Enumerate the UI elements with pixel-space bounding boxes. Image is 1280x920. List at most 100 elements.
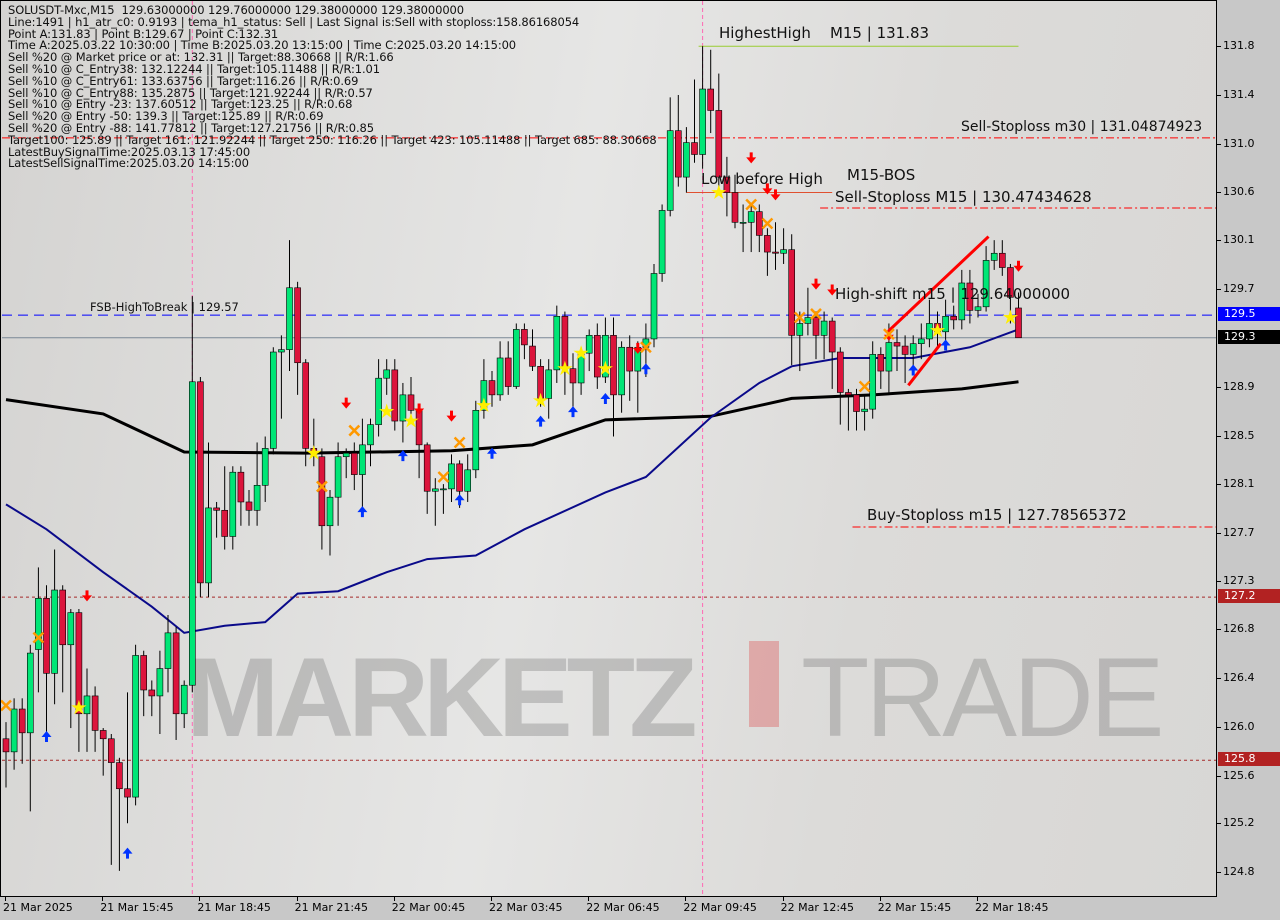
candle — [626, 335, 634, 401]
star-signal-icon — [532, 392, 549, 408]
info-line: LatestSellSignalTime:2025.03.20 14:15:00 — [8, 156, 249, 171]
candle-body — [512, 329, 520, 387]
price-tick-mark — [1217, 580, 1221, 582]
candle — [739, 204, 747, 253]
candle-body — [877, 354, 885, 372]
candle — [618, 341, 625, 413]
sell-arrow-icon — [746, 152, 757, 164]
candle — [10, 698, 18, 770]
time-tick-mark — [977, 897, 978, 901]
sell-arrow-icon — [762, 183, 773, 195]
candle-body — [804, 317, 812, 324]
candle-body — [674, 130, 682, 178]
candle — [180, 680, 188, 729]
candle-body — [853, 394, 860, 412]
info-line: Point A:131.83 | Point B:129.67 | Point … — [8, 26, 279, 41]
candle-body — [780, 249, 787, 254]
candle — [674, 94, 682, 187]
time-axis[interactable]: 21 Mar 2025 21 Mar 15:45 21 Mar 18:45 21 Ma… — [0, 897, 1217, 920]
candle-body — [261, 448, 269, 486]
candle-body — [1015, 307, 1022, 339]
candle — [172, 626, 180, 740]
fsb-high-label: FSB-HighToBreak | 129.57 — [90, 300, 239, 314]
time-tick-mark — [296, 897, 298, 901]
price-tick-mark — [1217, 629, 1221, 631]
candle — [942, 299, 949, 342]
price-tick-mark — [1217, 678, 1221, 680]
candle — [772, 222, 779, 270]
sell-arrow-icon — [827, 284, 838, 296]
candle — [189, 296, 196, 693]
candle — [197, 377, 204, 598]
candle-body — [294, 287, 301, 364]
price-tick-mark — [1217, 95, 1221, 97]
candle-body — [812, 317, 820, 336]
candle — [83, 668, 91, 752]
candle-body — [496, 357, 504, 396]
price-tick-label: 127.7 — [1223, 526, 1255, 540]
star-signal-icon — [573, 345, 589, 360]
wedge-line — [887, 235, 990, 332]
candle-body — [18, 708, 26, 734]
candle — [440, 484, 447, 514]
candle-body — [172, 632, 180, 715]
price-badge: 125.8 — [1218, 752, 1280, 767]
candle-body — [456, 463, 463, 492]
price-tick-mark — [1217, 289, 1221, 291]
star-signal-icon — [379, 403, 395, 418]
candle — [974, 293, 982, 318]
candle-body — [772, 251, 779, 254]
candle-body — [67, 612, 75, 646]
candle-body — [43, 598, 50, 674]
buy-arrow-icon — [568, 406, 578, 418]
candle-body — [820, 320, 828, 336]
chart-plot-area[interactable]: MARKETZ TRADE SOLUSDT-Mxc,M15 129.630000… — [0, 0, 1217, 897]
candle — [342, 448, 350, 479]
candle — [488, 371, 496, 407]
price-tick-label: 128.5 — [1223, 428, 1255, 442]
time-tick-mark — [199, 897, 201, 901]
candle-body — [108, 738, 115, 763]
candle-body — [180, 684, 188, 715]
candle — [521, 323, 528, 360]
price-tick-mark — [1217, 435, 1221, 437]
candle-body — [861, 408, 868, 412]
buy-arrow-icon — [357, 506, 368, 518]
candle-body — [950, 316, 958, 321]
highest-high-label: HighestHigh M15 | 131.83 — [719, 24, 930, 42]
price-tick-label: 127.3 — [1223, 573, 1255, 587]
candle-body — [91, 695, 99, 731]
price-tick-label: 131.0 — [1223, 136, 1255, 150]
wedge-line — [907, 342, 942, 387]
candle — [237, 466, 245, 526]
cross-signal-icon — [437, 471, 450, 483]
time-tick-label: 22 Mar 06:45 — [586, 901, 660, 914]
buy-arrow-icon — [41, 731, 52, 743]
candle-body — [836, 351, 844, 393]
time-tick-label: 22 Mar 15:45 — [877, 901, 952, 914]
cross-signal-icon — [1, 699, 12, 712]
time-tick-mark — [491, 897, 492, 901]
candle-body — [569, 368, 577, 384]
candle-body — [998, 252, 1006, 268]
candle — [796, 311, 804, 372]
price-axis[interactable]: 131.8 131.4 131.0 130.6 130.1 129.7 128.9 128.5… — [1217, 0, 1280, 897]
candle-body — [1007, 267, 1014, 298]
high-shift-label: High-shift m15 | 129.64000000 — [835, 285, 1071, 303]
candle — [926, 299, 933, 348]
buy-arrow-icon — [640, 363, 651, 375]
candle — [545, 359, 553, 419]
candle — [788, 234, 796, 366]
candle-body — [966, 282, 974, 311]
price-tick-mark — [1217, 823, 1221, 825]
candle — [804, 287, 812, 336]
price-tick-mark — [1217, 775, 1221, 777]
candle — [658, 204, 666, 282]
price-badge: 127.2 — [1218, 589, 1280, 604]
candle-body — [99, 730, 107, 740]
price-tick-label: 125.2 — [1223, 816, 1255, 830]
price-tick-label: 126.4 — [1223, 671, 1255, 685]
price-tick-mark — [1217, 727, 1221, 729]
candle-body — [553, 316, 561, 371]
price-tick-label: 124.8 — [1223, 865, 1255, 879]
